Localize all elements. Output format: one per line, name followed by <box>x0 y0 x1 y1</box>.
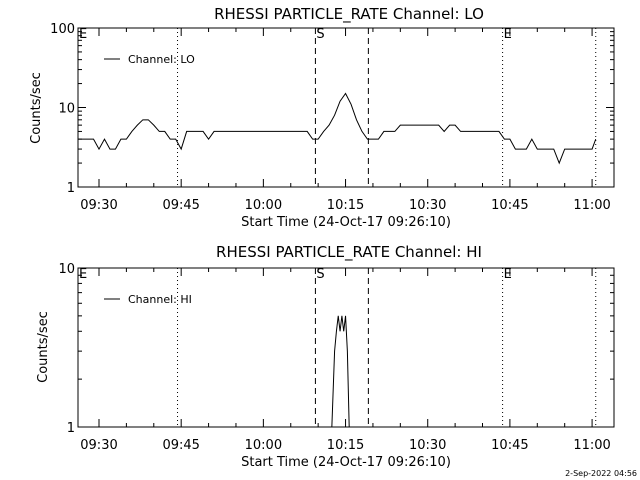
lo-x-tick-label: 10:15 <box>327 198 364 213</box>
lo-y-tick-label: 10 <box>58 102 75 117</box>
lo-y-tick-label: 100 <box>50 22 75 37</box>
lo-x-tick-label: 10:00 <box>245 198 282 213</box>
lo-event-marker-label: E <box>79 27 87 42</box>
lo-x-tick-label: 11:00 <box>573 198 610 213</box>
lo-x-tick-label: 09:45 <box>162 198 199 213</box>
lo-x-tick-label: 09:30 <box>80 198 117 213</box>
hi-y-tick-label: 1 <box>67 421 75 436</box>
lo-y-axis-label: Counts/sec <box>29 72 44 144</box>
hi-x-tick-label: 10:00 <box>245 438 282 453</box>
hi-channel-panel: RHESSI PARTICLE_RATE Channel: HI Counts/… <box>36 243 615 470</box>
lo-x-tick-label: 10:30 <box>409 198 446 213</box>
lo-x-axis-label: Start Time (24-Oct-17 09:26:10) <box>241 215 451 230</box>
hi-x-tick-label: 09:30 <box>80 438 117 453</box>
lo-x-tick-label: 10:45 <box>491 198 528 213</box>
hi-y-tick-label: 10 <box>58 262 75 277</box>
hi-legend-label: Channel: HI <box>128 293 192 306</box>
lo-series-line <box>78 92 597 165</box>
lo-event-marker-label: E <box>504 27 512 42</box>
hi-event-marker-label: S <box>316 267 324 282</box>
hi-x-tick-label: 11:00 <box>573 438 610 453</box>
hi-x-tick-label: 10:15 <box>327 438 364 453</box>
hi-event-marker-label: E <box>79 267 87 282</box>
lo-legend-label: Channel: LO <box>128 53 195 66</box>
hi-x-tick-label: 10:45 <box>491 438 528 453</box>
hi-event-marker-label: E <box>504 267 512 282</box>
hi-plot-frame <box>77 267 615 428</box>
lo-y-tick-label: 1 <box>67 181 75 196</box>
lo-channel-panel: RHESSI PARTICLE_RATE Channel: LO Counts/… <box>29 5 615 230</box>
hi-x-tick-label: 10:30 <box>409 438 446 453</box>
hi-x-axis-label: Start Time (24-Oct-17 09:26:10) <box>241 455 451 470</box>
hi-chart-title: RHESSI PARTICLE_RATE Channel: HI <box>216 243 482 262</box>
lo-event-marker-label: S <box>316 27 324 42</box>
hi-x-tick-label: 09:45 <box>162 438 199 453</box>
lo-plot-frame <box>77 27 615 188</box>
footer-timestamp: 2-Sep-2022 04:56 <box>565 469 637 478</box>
hi-y-axis-label: Counts/sec <box>36 311 51 383</box>
hi-series-line <box>331 315 350 428</box>
lo-chart-title: RHESSI PARTICLE_RATE Channel: LO <box>214 5 484 24</box>
